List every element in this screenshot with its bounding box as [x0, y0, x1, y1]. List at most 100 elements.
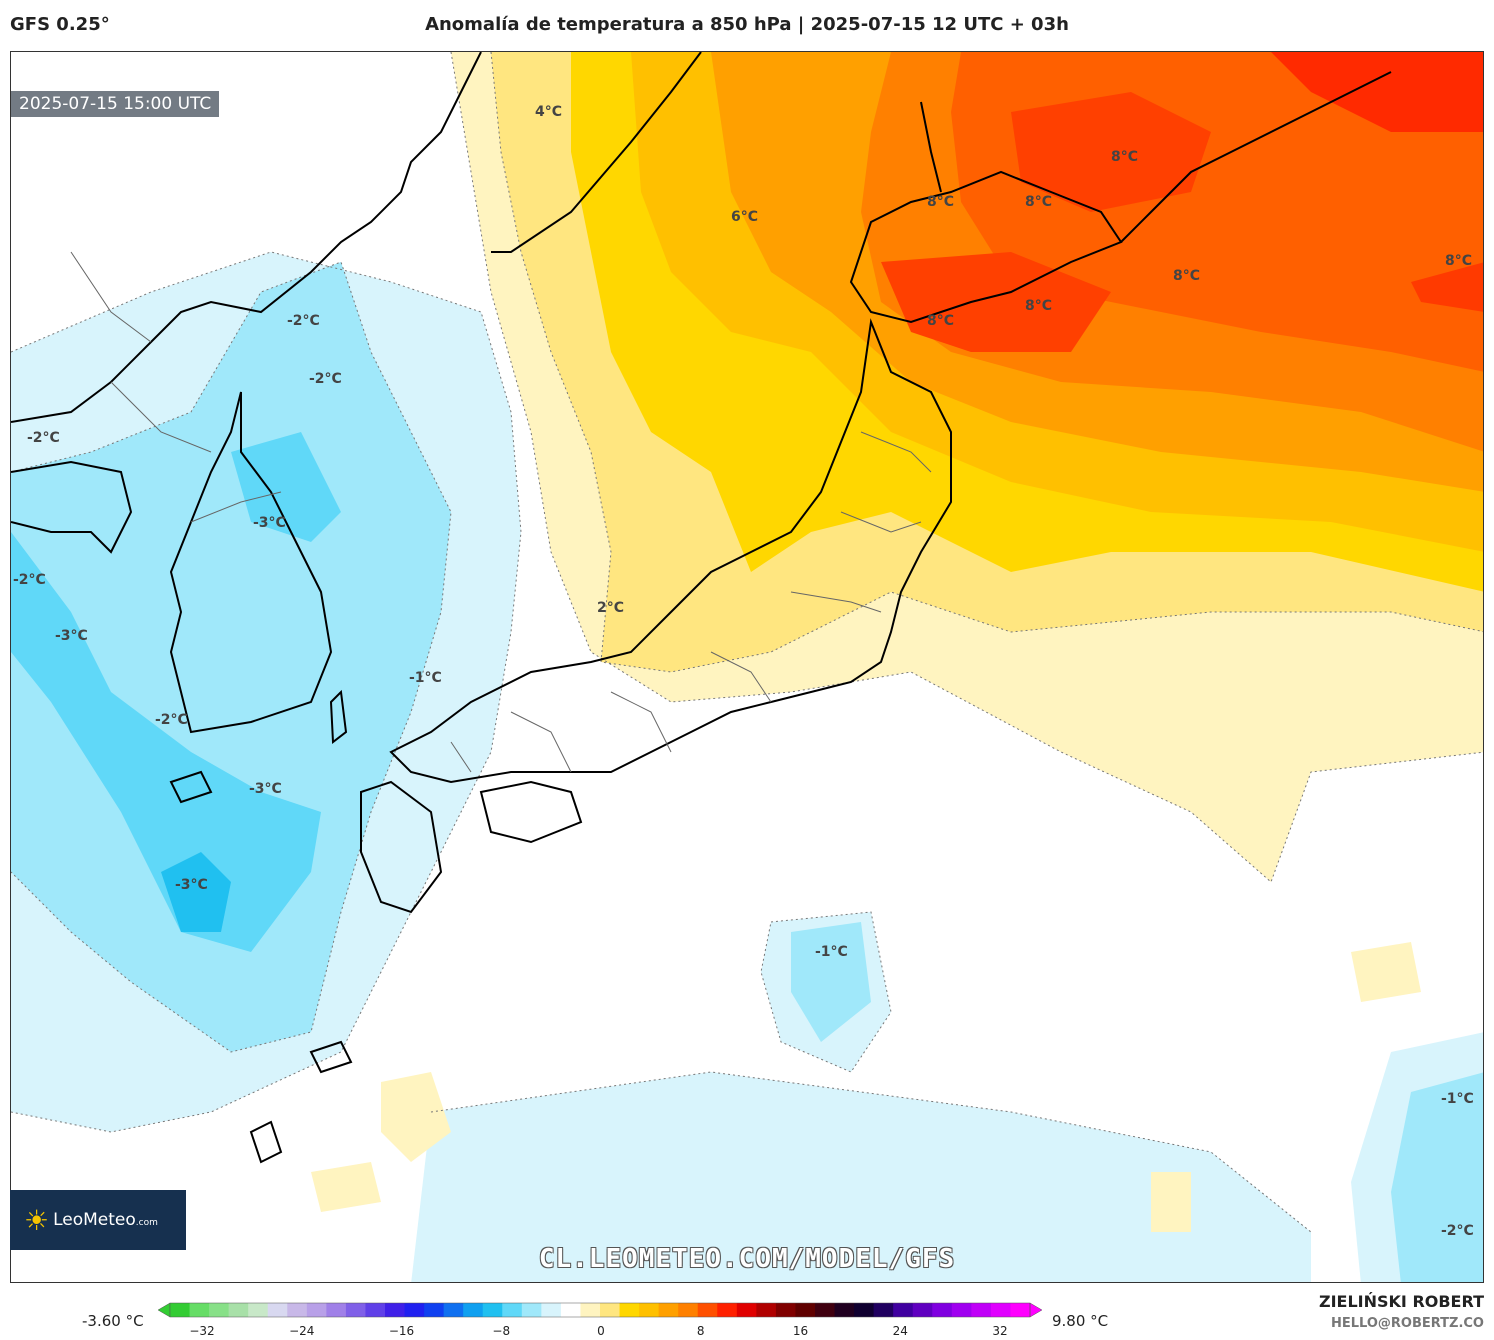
colorbar-segment: [815, 1303, 836, 1317]
warm-zone-9b: [1271, 52, 1483, 132]
colorbar-segment: [424, 1303, 445, 1317]
isolines: [11, 52, 1483, 1233]
colorbar-segment: [228, 1303, 249, 1317]
isoline-label: 8°C: [1025, 194, 1053, 210]
isoline-label: 8°C: [1445, 253, 1473, 269]
colorbar-tick-label: 24: [892, 1324, 908, 1338]
temperature-anomaly-map: 2025-07-15 15:00 UTC 4°C 6°C 8°C 8°C 8°C…: [10, 51, 1484, 1283]
model-name: GFS 0.25°: [10, 14, 110, 35]
colorbar-segment: [756, 1303, 777, 1317]
colorbar-segment: [697, 1303, 718, 1317]
colorbar-tick-label: −16: [388, 1324, 415, 1338]
colorbar-segment: [717, 1303, 738, 1317]
isoline-label: -2°C: [1441, 1223, 1474, 1239]
colorbar-tick-label: −32: [189, 1324, 215, 1338]
map-title: Anomalía de temperatura a 850 hPa | 2025…: [425, 14, 1069, 35]
warm-patch-s2: [311, 1162, 381, 1212]
colorbar-segment: [248, 1303, 269, 1317]
isoline-label: -2°C: [155, 712, 188, 728]
colorbar-segment: [873, 1303, 894, 1317]
isoline-label: -2°C: [309, 371, 342, 387]
colorbar-segment: [834, 1303, 855, 1317]
isoline-label: 8°C: [1173, 268, 1201, 284]
colorbar-segment: [658, 1303, 679, 1317]
cool-zone-2: [11, 262, 451, 1052]
warm-zone-9: [1011, 92, 1211, 212]
isoline-label: -3°C: [253, 515, 286, 531]
colorbar-tick-label: 16: [792, 1324, 809, 1338]
colorbar-segment: [326, 1303, 347, 1317]
warm-patch-e: [1351, 942, 1421, 1002]
colorbar-tick-label: −24: [289, 1324, 315, 1338]
isoline-label: 8°C: [927, 313, 955, 329]
warm-patch-e2: [1151, 1172, 1191, 1232]
colorbar-segment: [209, 1303, 230, 1317]
isoline-label: -3°C: [175, 877, 208, 893]
colorbar-segment: [287, 1303, 308, 1317]
colorbar-segment: [893, 1303, 914, 1317]
colorbar-segment: [795, 1303, 816, 1317]
cool-zone-east-2: [791, 922, 871, 1042]
colorbar-segment: [600, 1303, 621, 1317]
colorbar-segment: [912, 1303, 933, 1317]
colorbar-segment: [736, 1303, 757, 1317]
isoline-label: 4°C: [535, 104, 563, 120]
colorbar-tick-label: 0: [597, 1324, 605, 1338]
isoline-label: 8°C: [1111, 149, 1139, 165]
isoline-label: -2°C: [13, 572, 46, 588]
colorbar-segment: [990, 1303, 1012, 1317]
colorbar-segment: [365, 1303, 386, 1317]
cool-zone-south: [411, 1072, 1311, 1282]
isoline-label: -1°C: [815, 944, 848, 960]
isoline-label: 2°C: [597, 600, 625, 616]
author-name: ZIELIŃSKI ROBERT: [1318, 1292, 1484, 1311]
colorbar-segment: [951, 1303, 972, 1317]
colorbar-segment: [560, 1303, 582, 1317]
colorbar-segment: [267, 1303, 288, 1317]
isoline-label: 6°C: [731, 209, 759, 225]
isoline-label: -1°C: [409, 670, 442, 686]
colorbar-low-arrow: [158, 1302, 171, 1318]
colorbar-segment: [580, 1303, 601, 1317]
colorbar-segment: [775, 1303, 797, 1317]
colorbar-segment: [502, 1303, 523, 1317]
warm-zone-9c: [1411, 262, 1483, 312]
borders: [70, 251, 932, 773]
isoline-label: -2°C: [287, 313, 320, 329]
cool-zone-se-2: [1391, 1072, 1483, 1282]
colorbar-tick-label: −8: [492, 1324, 511, 1338]
colorbar-segment: [1010, 1303, 1031, 1317]
colorbar-border: [169, 1302, 1031, 1318]
source-watermark: CL.LEOMETEO.COM/MODEL/GFS: [538, 1244, 956, 1274]
anomaly-field: [11, 52, 1483, 1282]
colorbar-segment: [189, 1303, 210, 1317]
colorbar-segment: [521, 1303, 542, 1317]
colorbar-segment: [971, 1303, 992, 1317]
colorbar-segment: [404, 1303, 425, 1317]
coastlines: [11, 52, 1392, 1164]
warm-patch-s1: [381, 1072, 451, 1162]
colorbar-segment: [854, 1303, 875, 1317]
isoline-label: -3°C: [55, 628, 88, 644]
isoline-label: 8°C: [1025, 298, 1053, 314]
valid-time-badge: 2025-07-15 15:00 UTC: [11, 91, 220, 117]
leometeo-logo[interactable]: ☀ LeoMeteo .com: [10, 1190, 186, 1250]
colorbar-segment: [678, 1303, 699, 1317]
colorbar-max-label: 9.80 °C: [1052, 1312, 1109, 1330]
colorbar-segment: [463, 1303, 484, 1317]
colorbar-tick-label: 8: [696, 1324, 705, 1338]
colorbar-tick-label: 32: [992, 1324, 1008, 1338]
colorbar-segment: [345, 1303, 367, 1317]
isoline-label: -1°C: [1441, 1091, 1474, 1107]
warm-zone-8b: [881, 252, 1111, 352]
cool-zone-3: [11, 532, 321, 952]
colorbar-segment: [932, 1303, 953, 1317]
colorbar-segment: [482, 1303, 503, 1317]
colorbar-segment: [385, 1303, 406, 1317]
isoline-label: -3°C: [249, 781, 282, 797]
colorbar-segment: [541, 1303, 562, 1317]
cool-zone-4: [161, 852, 231, 932]
author-email[interactable]: HELLO@ROBERTZ.CO: [1330, 1316, 1484, 1331]
colorbar-segment: [619, 1303, 640, 1317]
colorbar-min-label: -3.60 °C: [82, 1312, 144, 1330]
